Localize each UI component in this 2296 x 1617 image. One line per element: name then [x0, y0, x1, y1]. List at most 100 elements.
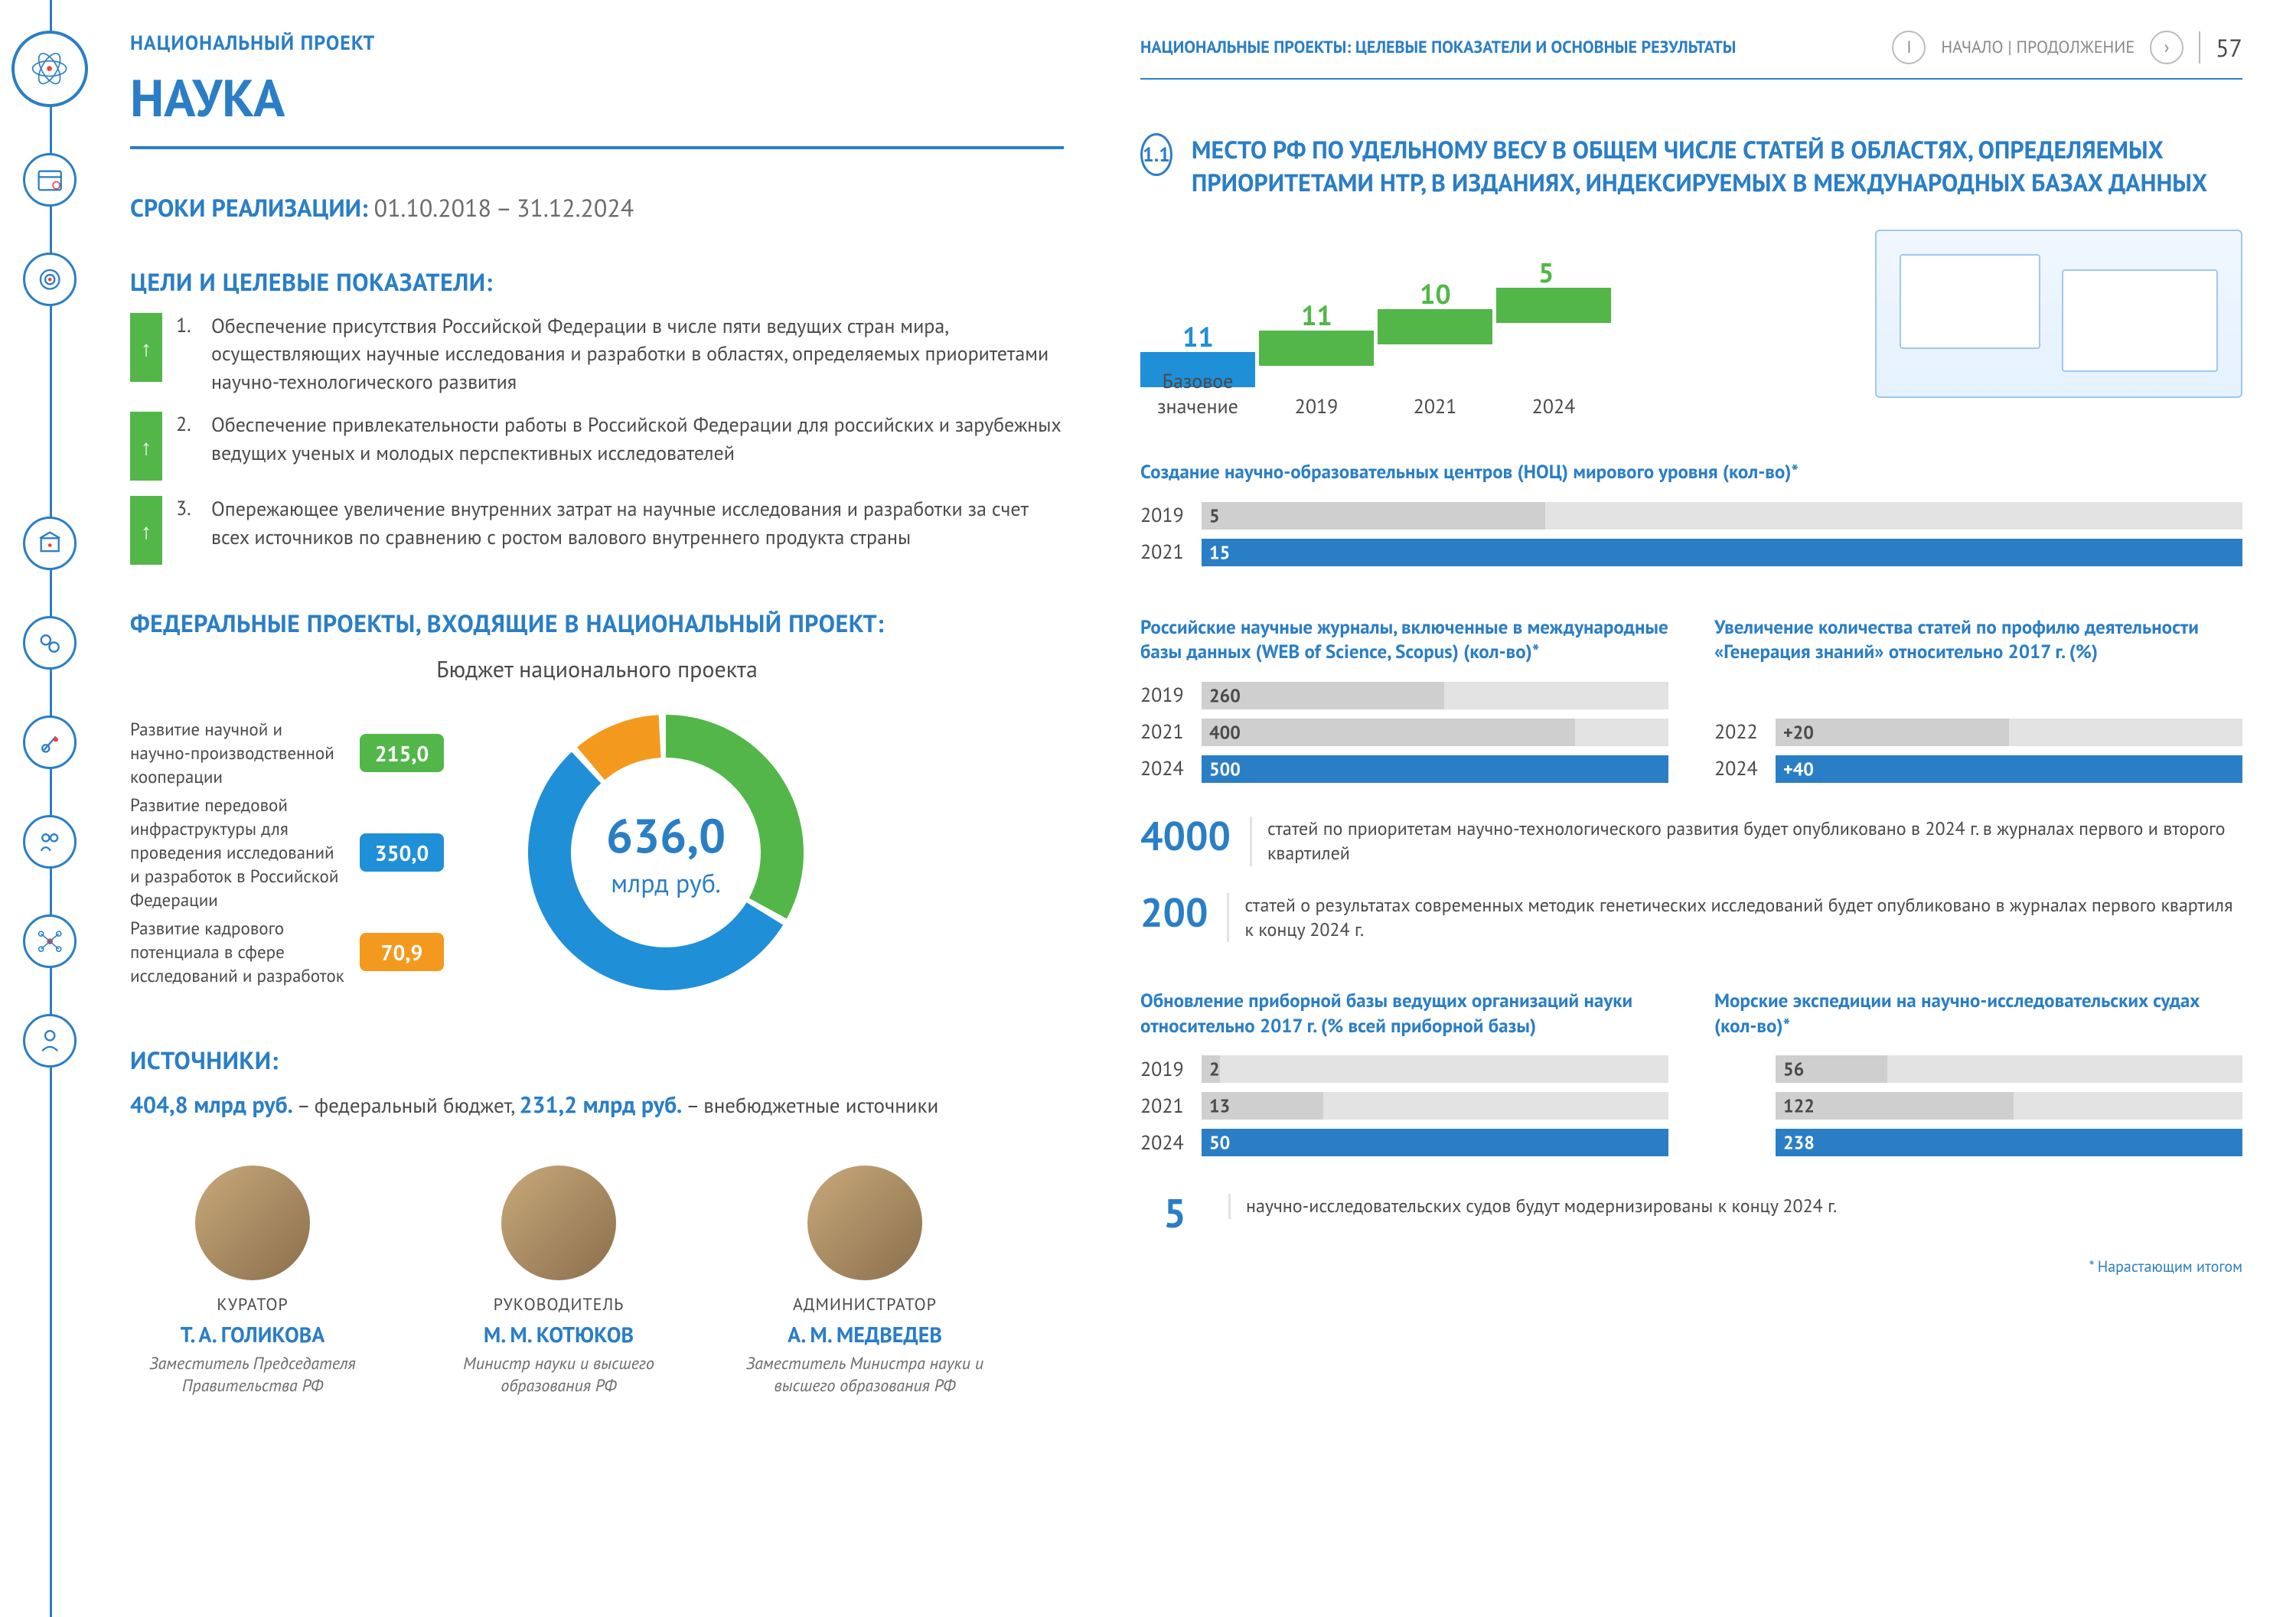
goal-num: 3.: [176, 496, 197, 565]
page-nav: I НАЧАЛО | ПРОДОЛЖЕНИЕ › 57: [1892, 31, 2242, 64]
noc-title: Создание научно-образовательных центров …: [1140, 459, 2242, 484]
person-card: КУРАТОР Т. А. ГОЛИКОВА Заместитель Предс…: [130, 1165, 375, 1397]
bar-row: 2021 13: [1140, 1090, 1668, 1122]
network-icon: [23, 914, 77, 968]
header-label: НАЦИОНАЛЬНЫЙ ПРОЕКТ: [130, 31, 1064, 56]
avatar: [195, 1165, 310, 1280]
nav-next-icon[interactable]: ›: [2150, 31, 2183, 64]
budget-label: Бюджет национального проекта: [130, 654, 1064, 684]
goal-item: ↑ 3. Опережающее увеличение внутренних з…: [130, 496, 1064, 565]
project-badge: 70,9: [360, 933, 444, 971]
person-role: РУКОВОДИТЕЛЬ: [436, 1294, 681, 1315]
bar-value: +40: [1783, 757, 1814, 781]
step-value: 5: [1538, 254, 1554, 290]
project-text: Развитие передовой инфраструктуры для пр…: [130, 794, 344, 912]
bar-year: 2019: [1140, 1057, 1202, 1082]
project-item: Развитие кадрового потенциала в сфере ис…: [130, 902, 452, 1002]
bar-track: 238: [1776, 1129, 2242, 1156]
bar-fill: [1202, 755, 1668, 783]
bar-value: 2: [1209, 1058, 1220, 1081]
projects-title: ФЕДЕРАЛЬНЫЕ ПРОЕКТЫ, ВХОДЯЩИЕ В НАЦИОНАЛ…: [130, 607, 1064, 639]
bar-value: 15: [1209, 540, 1230, 564]
bar-row: 2022 +20: [1714, 716, 2242, 748]
monitor-illustration: [1875, 230, 2242, 398]
target-icon: [23, 253, 77, 306]
right-header-title: НАЦИОНАЛЬНЫЕ ПРОЕКТЫ: ЦЕЛЕВЫЕ ПОКАЗАТЕЛИ…: [1140, 37, 1736, 58]
page-title: НАУКА: [130, 64, 1064, 131]
bar-row: 2024 50: [1140, 1126, 1668, 1159]
bignum-row: 4000 статей по приоритетам научно-технол…: [1140, 817, 2242, 866]
bar-fill: [1202, 502, 1545, 530]
bar-fill: [1776, 755, 2242, 783]
project-badge: 350,0: [360, 833, 444, 872]
donut-value: 636,0: [606, 805, 726, 866]
bar-track: 122: [1776, 1092, 2242, 1120]
step-value: 11: [1301, 297, 1332, 333]
expeditions-title: Морские экспедиции на научно-исследовате…: [1714, 988, 2242, 1038]
goal-num: 1.: [176, 313, 197, 396]
rank-title: МЕСТО РФ ПО УДЕЛЬНОМУ ВЕСУ В ОБЩЕМ ЧИСЛЕ…: [1192, 133, 2242, 199]
bar-track: 2: [1202, 1055, 1668, 1083]
page-number: 57: [2199, 31, 2242, 64]
person-name: Т. А. ГОЛИКОВА: [130, 1320, 375, 1348]
ships-num: 5: [1140, 1194, 1209, 1234]
project-text: Развитие кадрового потенциала в сфере ис…: [130, 917, 344, 988]
person-role: КУРАТОР: [130, 1294, 375, 1315]
bar-value: 260: [1209, 683, 1241, 707]
bar-year: 2021: [1140, 540, 1202, 565]
bar-track: +20: [1776, 719, 2242, 746]
bar-row: 56: [1714, 1053, 2242, 1085]
bignum-text: статей о результатах современных методик…: [1227, 893, 2242, 943]
bar-row: 2021 15: [1140, 536, 2242, 569]
bar-value: 238: [1783, 1131, 1815, 1155]
bar-row: 2019 2: [1140, 1053, 1668, 1085]
bar-track: +40: [1776, 755, 2242, 783]
arrow-up-icon: ↑: [130, 496, 162, 565]
bar-row: 2019 5: [1140, 500, 2242, 532]
bignum-value: 200: [1140, 893, 1208, 933]
arrow-up-icon: ↑: [130, 313, 162, 382]
bar-year: 2024: [1714, 756, 1776, 781]
bar-track: 260: [1202, 682, 1668, 709]
project-item: Развитие передовой инфраструктуры для пр…: [130, 803, 452, 902]
step-bar: [1259, 331, 1374, 366]
step-chart: 11Базовое значение11201910202152024: [1140, 230, 1615, 413]
bar-row: 2019 260: [1140, 680, 1668, 712]
sources-text: 404,8 млрд руб. – федеральный бюджет, 23…: [130, 1090, 1064, 1120]
bar-year: 2021: [1140, 719, 1202, 745]
bar-track: 400: [1202, 719, 1668, 746]
bar-value: 13: [1209, 1094, 1230, 1118]
bar-track: 5: [1202, 502, 2242, 530]
people-icon: [23, 815, 77, 869]
nav-label: НАЧАЛО | ПРОДОЛЖЕНИЕ: [1941, 37, 2135, 58]
avatar: [807, 1165, 922, 1280]
bar-value: 5: [1209, 504, 1220, 527]
bar-fill: [1202, 539, 2242, 566]
bar-row: 238: [1714, 1126, 2242, 1159]
bar-year: 2019: [1140, 683, 1202, 708]
step-label: Базовое значение: [1140, 369, 1255, 419]
ships-text: научно-исследовательских судов будут мод…: [1228, 1194, 1837, 1218]
step-bar: [1496, 288, 1611, 323]
bignum-text: статей по приоритетам научно-технологиче…: [1250, 817, 2242, 866]
person-position: Заместитель Председателя Правительства Р…: [130, 1353, 375, 1397]
microscope-icon: [23, 716, 77, 769]
project-item: Развитие научной и научно-производственн…: [130, 703, 452, 803]
bar-value: 500: [1209, 757, 1241, 781]
bar-value: 50: [1209, 1131, 1230, 1155]
bar-track: 56: [1776, 1055, 2242, 1083]
bar-row: 2021 400: [1140, 716, 1668, 748]
person-card: АДМИНИСТРАТОР А. М. МЕДВЕДЕВ Заместитель…: [742, 1165, 987, 1397]
bar-year: 2024: [1140, 1130, 1202, 1156]
calendar-icon: [23, 153, 77, 207]
bar-row: 2024 500: [1140, 753, 1668, 785]
avatar: [501, 1165, 616, 1280]
person-icon: [23, 1014, 77, 1068]
sources-title: ИСТОЧНИКИ:: [130, 1044, 1064, 1076]
bar-year: 2024: [1140, 756, 1202, 781]
nav-info-icon[interactable]: I: [1892, 31, 1926, 64]
bar-track: 15: [1202, 539, 2242, 566]
bar-fill: [1776, 1129, 2242, 1156]
goals-title: ЦЕЛИ И ЦЕЛЕВЫЕ ПОКАЗАТЕЛИ:: [130, 266, 1064, 298]
donut-chart: 636,0 млрд руб.: [513, 699, 819, 1006]
